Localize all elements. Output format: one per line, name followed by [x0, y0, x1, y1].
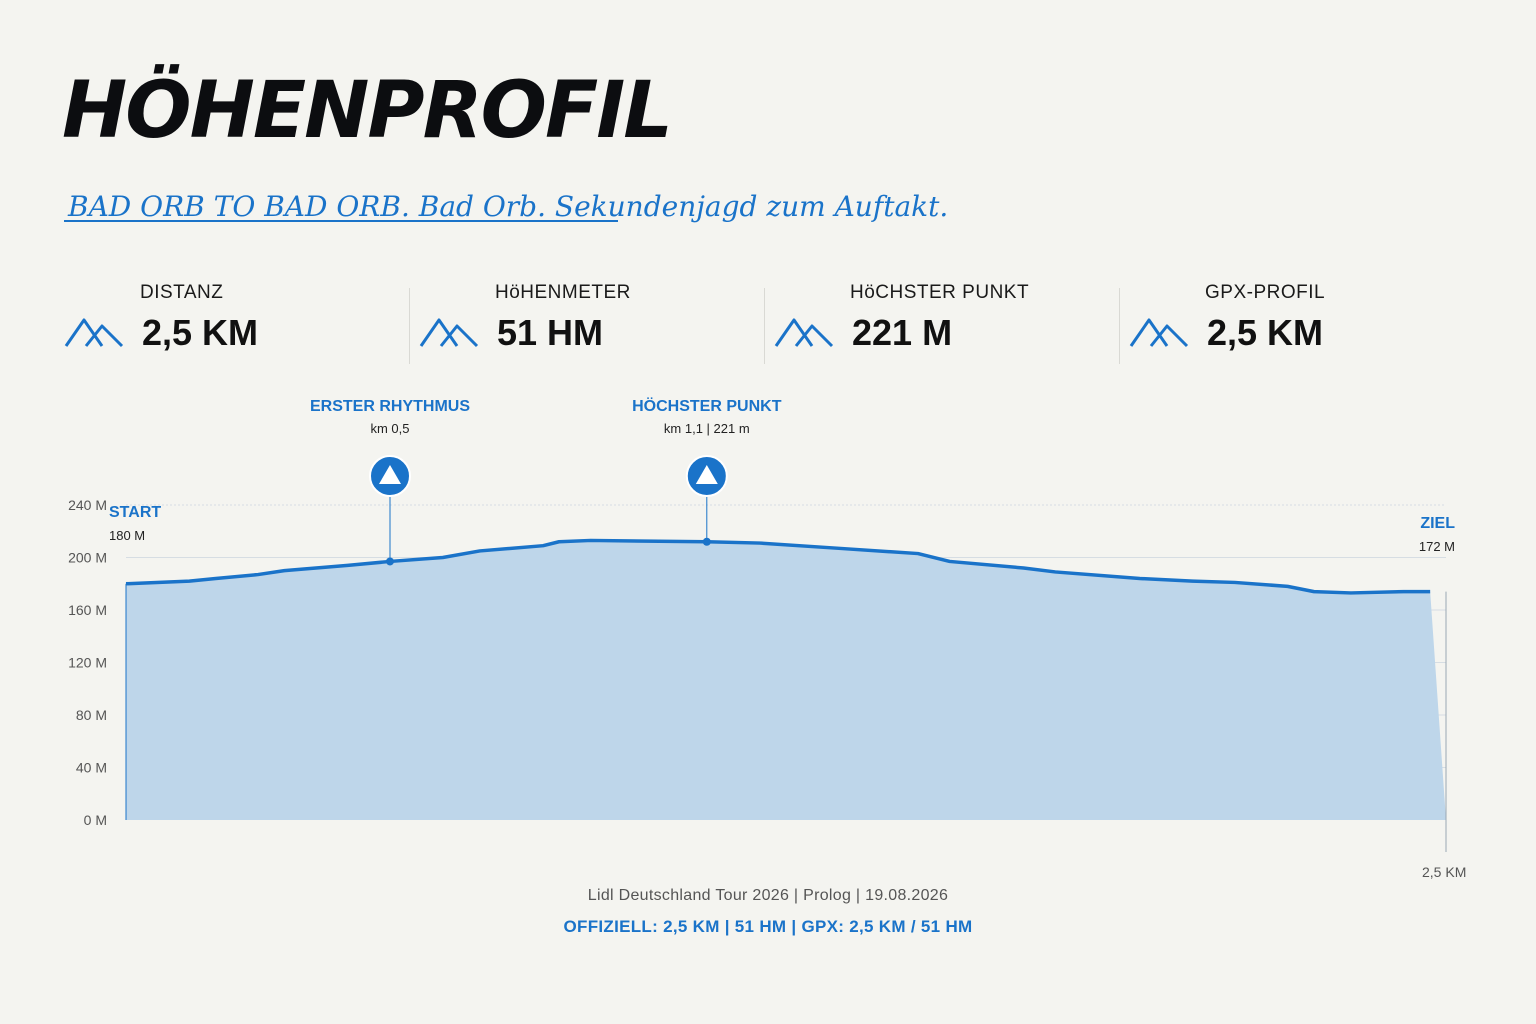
- stat-label: DISTANZ: [140, 282, 224, 303]
- x-end-label: 2,5 KM: [1422, 864, 1466, 880]
- annotation-detail: km 0,5: [370, 421, 409, 436]
- annotation-detail: km 1,1 | 221 m: [664, 421, 750, 436]
- stat-value: 221 M: [852, 312, 953, 353]
- start-elevation-label: 180 M: [109, 528, 145, 543]
- stat-label: GPX-PROFIL: [1205, 282, 1326, 303]
- stat-label: HöHENMETER: [495, 282, 631, 303]
- y-tick-label: 80 M: [76, 707, 107, 723]
- elevation-area: [126, 540, 1446, 820]
- stat-divider: [764, 288, 765, 364]
- mountain-icon: [1129, 318, 1189, 348]
- triangle-icon: [695, 465, 718, 484]
- footer-event-info: Lidl Deutschland Tour 2026 | Prolog | 19…: [587, 887, 949, 904]
- annotation-point: [386, 557, 394, 566]
- footer-official-stats: OFFIZIELL: 2,5 KM | 51 HM | GPX: 2,5 KM …: [563, 917, 973, 936]
- annotation-title: HÖCHSTER PUNKT: [632, 396, 782, 415]
- mountain-icon: [419, 318, 479, 348]
- annotation-point: [702, 537, 711, 546]
- start-label: START: [109, 504, 161, 521]
- stat-value: 2,5 KM: [142, 312, 259, 353]
- y-tick-label: 240 M: [68, 497, 107, 513]
- page-title: HÖHENPROFIL: [62, 66, 673, 156]
- stat-value: 51 HM: [497, 312, 604, 353]
- stat-distance: DISTANZ 2,5 KM: [64, 280, 419, 366]
- stat-divider: [1119, 288, 1120, 364]
- y-tick-label: 40 M: [76, 760, 107, 776]
- stat-divider: [409, 288, 410, 364]
- stat-highest-point: HöCHSTER PUNKT 221 M: [764, 280, 1129, 366]
- stats-bar: DISTANZ 2,5 KM HöHENMETER 51 HM HöCHSTER…: [0, 280, 1536, 370]
- annotation-title: ERSTER RHYTHMUS: [310, 398, 470, 415]
- y-tick-label: 200 M: [68, 550, 107, 566]
- subtitle-underline: [64, 220, 618, 222]
- finish-label: ZIEL: [1420, 515, 1455, 532]
- stat-value: 2,5 KM: [1207, 312, 1324, 353]
- route-subtitle-link[interactable]: BAD ORB TO BAD ORB. Bad Orb. Sekundenjag…: [68, 190, 949, 223]
- y-tick-label: 0 M: [84, 812, 107, 828]
- stat-gpx-profile: GPX-PROFIL 2,5 KM: [1119, 280, 1484, 366]
- stat-elevation-gain: HöHENMETER 51 HM: [409, 280, 774, 366]
- finish-elevation-label: 172 M: [1419, 539, 1455, 554]
- mountain-icon: [774, 318, 834, 348]
- y-tick-label: 160 M: [68, 602, 107, 618]
- elevation-chart: 0 M 40 M 80 M 120 M 160 M 200 M 240 M 2,5 KM STA…: [68, 396, 1466, 880]
- triangle-icon: [379, 465, 401, 484]
- elevation-line: [125, 538, 1431, 595]
- mountain-icon: [64, 318, 124, 348]
- stat-label: HöCHSTER PUNKT: [850, 282, 1030, 303]
- y-tick-label: 120 M: [68, 655, 107, 671]
